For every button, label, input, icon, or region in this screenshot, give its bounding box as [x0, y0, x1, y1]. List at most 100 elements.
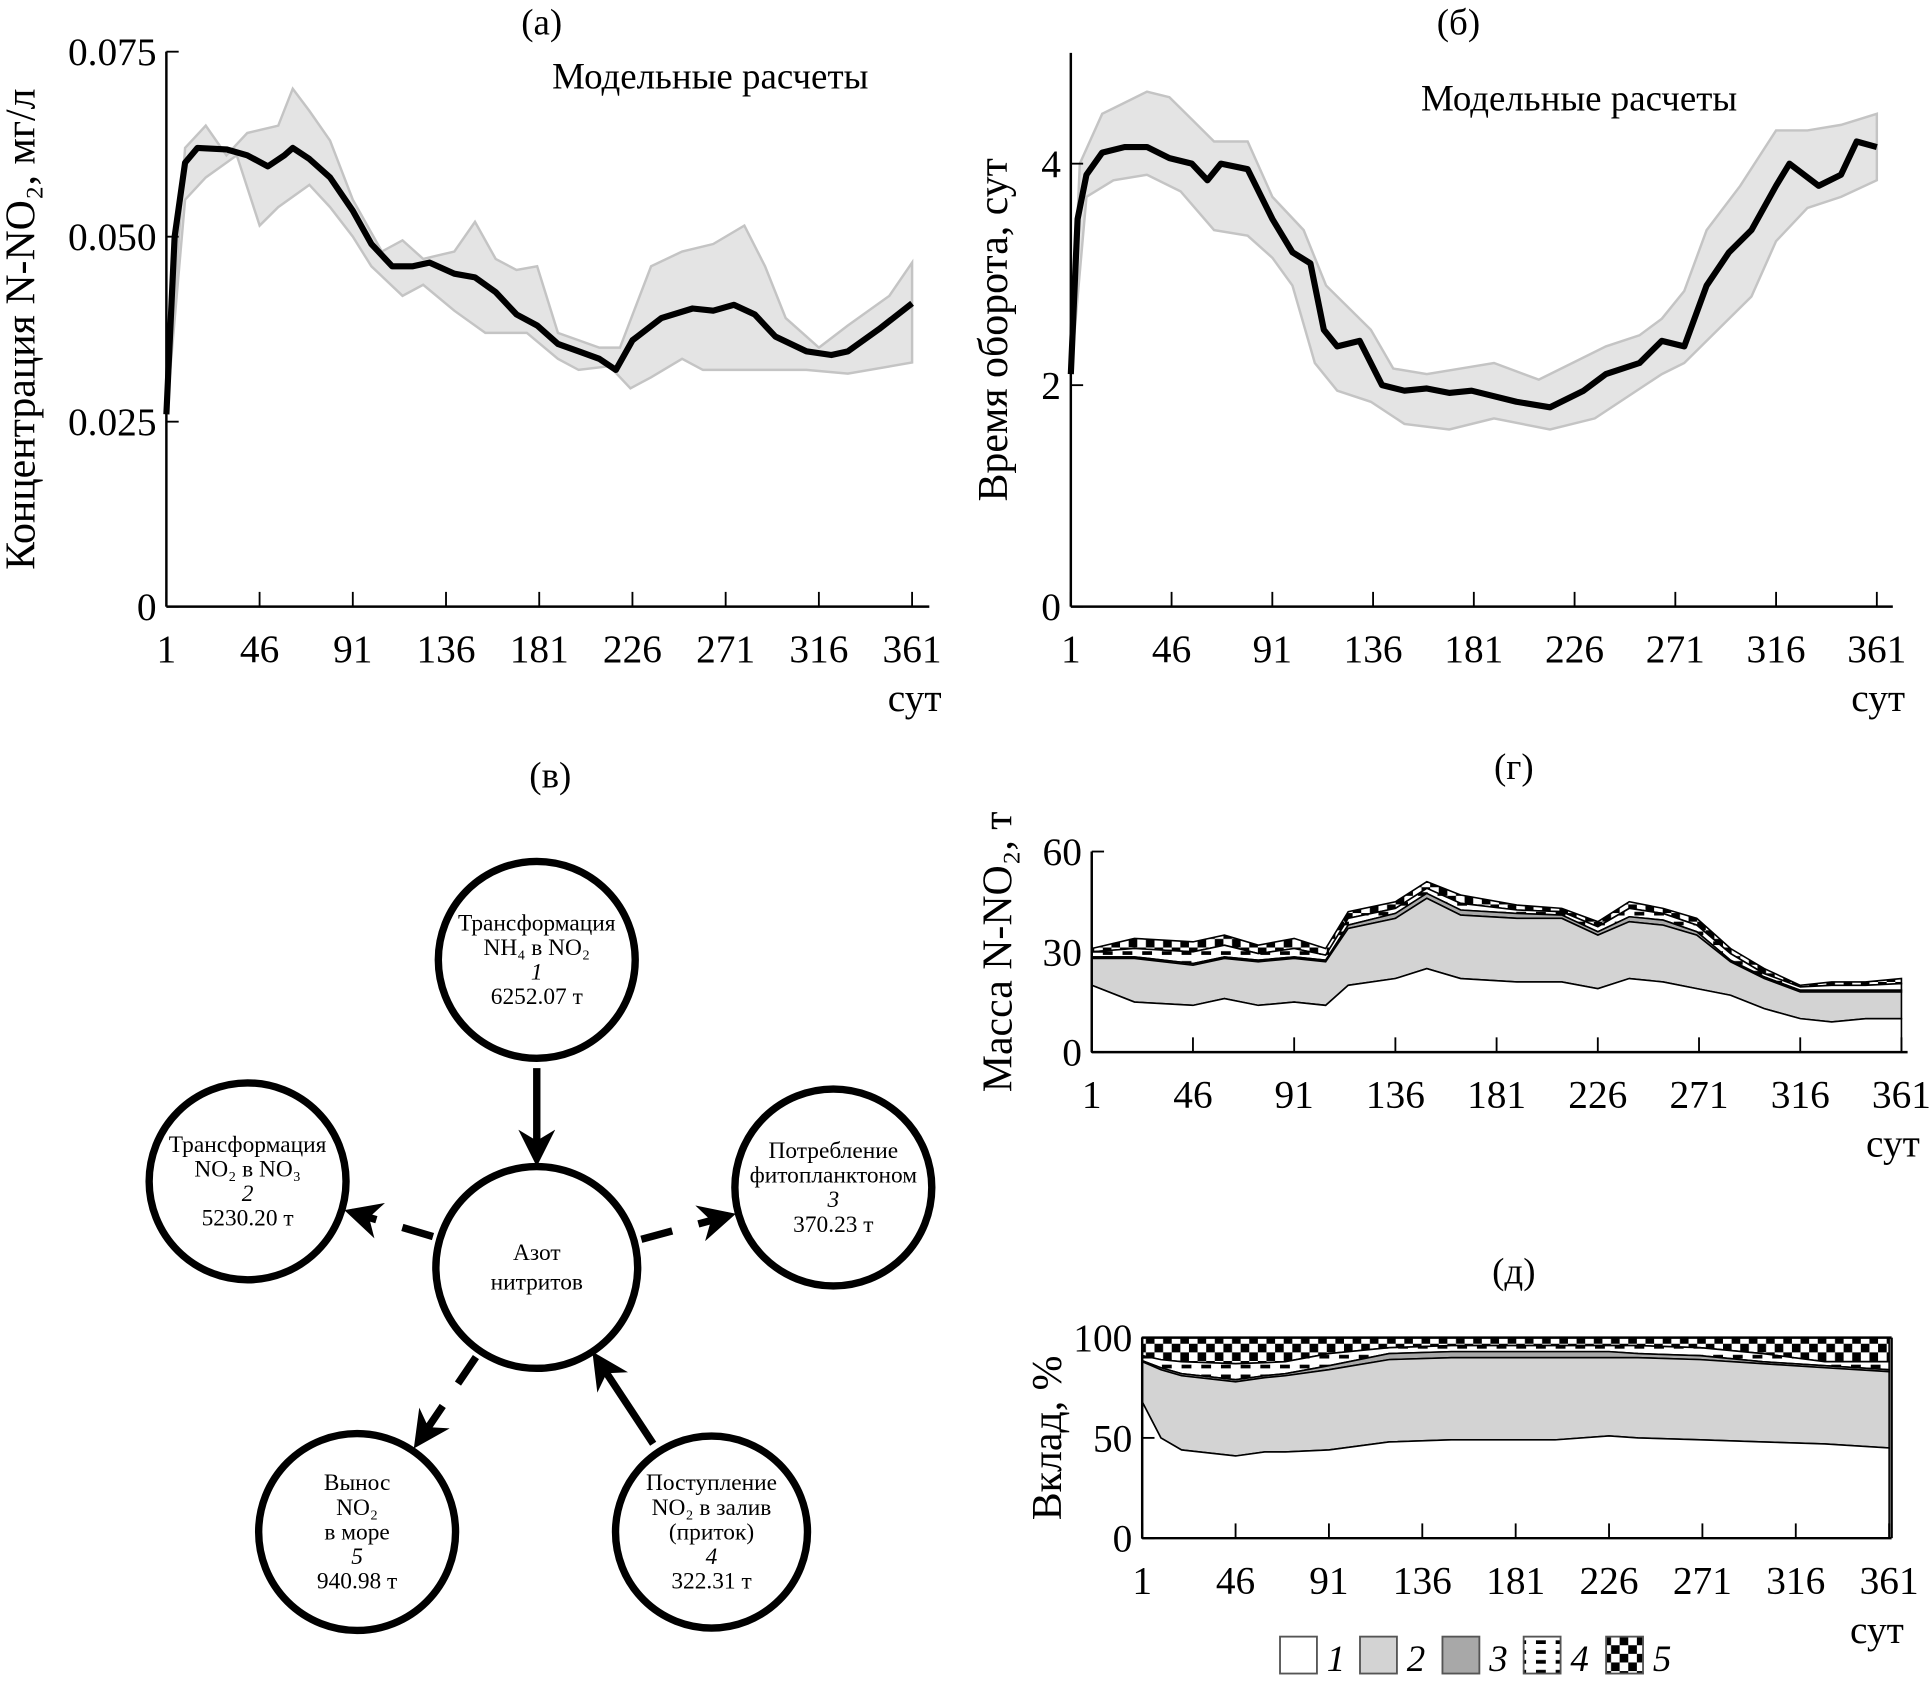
- node-5-circle: [254, 1429, 460, 1635]
- y-axis-label: Масса N-NO₂, т: [976, 811, 1022, 1092]
- node-4-circle: [611, 1432, 812, 1632]
- node-1-text: Трансформация: [458, 910, 616, 936]
- legend-swatch-3: [1441, 1635, 1481, 1675]
- node-3-value: 370.23 т: [793, 1212, 873, 1238]
- panel-label-a: (а): [521, 1, 562, 43]
- legend-label-4: 4: [1570, 1638, 1588, 1679]
- x-tick-label: 46: [1152, 627, 1191, 671]
- flow-arrow-5: [413, 1354, 479, 1449]
- node-3-text: фитопланктоном: [750, 1163, 918, 1189]
- x-tick-label: 271: [1646, 627, 1705, 671]
- mean-line: [163, 144, 914, 415]
- x-tick-label: 136: [1393, 1559, 1452, 1603]
- uncertainty-band: [165, 86, 914, 415]
- flow-arrow-2: [344, 1202, 435, 1241]
- x-tick-label: 136: [1366, 1072, 1425, 1116]
- x-tick-label: 46: [1216, 1559, 1255, 1603]
- x-tick-label: 316: [1771, 1072, 1830, 1116]
- x-tick-label: 361: [1872, 1072, 1930, 1116]
- center-node-text: нитритов: [491, 1270, 583, 1296]
- legend-swatch-5: [1605, 1635, 1644, 1675]
- x-tick-label: 91: [1274, 1072, 1313, 1116]
- node-2-circle: [145, 1079, 350, 1284]
- legend-swatch-2: [1359, 1635, 1398, 1675]
- mean-line: [1067, 138, 1878, 411]
- node-3-circle: [731, 1085, 936, 1290]
- x-tick-label: 226: [1580, 1559, 1639, 1603]
- y-tick-label: 0: [1062, 1031, 1082, 1075]
- y-tick-label: 0.025: [68, 400, 157, 444]
- chart-concentration: 1 46 91 136 181 226 271 316 361 0 0.025 0.050 0.075 с…: [0, 30, 942, 720]
- uncertainty-band: [1069, 90, 1879, 431]
- x-tick-label: 136: [416, 627, 475, 671]
- x-tick-label: 181: [510, 627, 569, 671]
- node-4-text: NO₂ в залив: [652, 1495, 772, 1521]
- y-tick-label: 0: [137, 585, 157, 629]
- y-axis-label: Вклад, %: [1025, 1356, 1071, 1521]
- node-2-value: 5230.20 т: [202, 1206, 294, 1232]
- x-tick-label: 361: [883, 627, 942, 671]
- x-tick-label: 361: [1860, 1559, 1919, 1603]
- x-tick-label: 1: [1132, 1559, 1152, 1603]
- center-node-circle: [432, 1162, 642, 1373]
- node-5-text: Вынос: [324, 1470, 390, 1496]
- y-tick-label: 2: [1041, 364, 1061, 408]
- x-tick-label: 1: [1061, 627, 1081, 671]
- x-tick-label: 271: [1669, 1072, 1728, 1116]
- node-4-value: 322.31 т: [671, 1569, 751, 1595]
- legend: 1 2 3 4 5: [1279, 1635, 1671, 1679]
- y-axis-label: Время оборота, сут: [971, 158, 1017, 501]
- x-tick-label: 271: [696, 627, 755, 671]
- node-4-text: Поступление: [646, 1470, 777, 1496]
- chart-contribution: 1 46 91 136 181 226 271 316 361 0 50 100 сут Вклад, %: [1025, 1316, 1919, 1652]
- x-tick-label: 46: [1173, 1072, 1212, 1116]
- panel-label-d: (г): [1494, 746, 1534, 788]
- x-tick-label: 181: [1467, 1072, 1526, 1116]
- node-2-text: Трансформация: [169, 1132, 327, 1158]
- panel-label-b: (б): [1437, 1, 1480, 43]
- x-tick-label: 181: [1486, 1559, 1545, 1603]
- panel-label-c: (в): [529, 755, 571, 797]
- annotation: Модельные расчеты: [1421, 78, 1737, 119]
- node-1-value: 6252.07 т: [491, 984, 583, 1010]
- node-5-value: 940.98 т: [317, 1569, 397, 1595]
- legend-label-2: 2: [1407, 1638, 1425, 1679]
- node-5-text: NO₂: [336, 1495, 378, 1521]
- node-3-index: 3: [826, 1187, 839, 1213]
- chart-mass: 1 46 91 136 181 226 271 316 361 0 30 60 сут Масса N-N…: [976, 811, 1930, 1165]
- node-3-text: Потребление: [769, 1138, 899, 1164]
- x-tick-label: 226: [1568, 1072, 1627, 1116]
- chart-turnover-time: 1 46 91 136 181 226 271 316 361 0 2 4 сут Время оборо…: [971, 52, 1906, 720]
- node-1-text: NH₄ в NO₂: [483, 935, 590, 961]
- y-axis-label: Концентрация N-NO₂, мг/л: [0, 88, 45, 569]
- y-tick-label: 0.075: [68, 30, 157, 74]
- y-tick-label: 0: [1113, 1517, 1133, 1561]
- y-tick-label: 0: [1041, 585, 1061, 629]
- flow-arrow-3: [640, 1205, 736, 1243]
- x-tick-label: 316: [1766, 1559, 1825, 1603]
- x-axis-label: сут: [1851, 676, 1905, 720]
- y-tick-label: 30: [1043, 930, 1082, 974]
- legend-swatch-1: [1279, 1635, 1318, 1675]
- x-tick-label: 226: [1545, 627, 1604, 671]
- x-tick-label: 316: [789, 627, 848, 671]
- x-tick-label: 316: [1747, 627, 1806, 671]
- panel-label-e: (д): [1492, 1250, 1535, 1292]
- node-4-text: (приток): [669, 1519, 754, 1545]
- x-tick-label: 226: [603, 627, 662, 671]
- node-2-text: NO₂ в NO₃: [194, 1156, 301, 1182]
- legend-swatch-4: [1522, 1635, 1562, 1675]
- x-tick-label: 181: [1444, 627, 1503, 671]
- node-1-circle: [434, 857, 639, 1062]
- node-5-text: в море: [324, 1519, 389, 1545]
- legend-label-1: 1: [1327, 1638, 1345, 1679]
- x-tick-label: 91: [1253, 627, 1292, 671]
- node-1-index: 1: [531, 960, 543, 986]
- x-tick-label: 46: [240, 627, 279, 671]
- node-5-index: 5: [351, 1544, 363, 1570]
- node-2-index: 2: [242, 1181, 254, 1207]
- x-tick-label: 1: [1082, 1072, 1102, 1116]
- node-4-index: 4: [706, 1544, 718, 1570]
